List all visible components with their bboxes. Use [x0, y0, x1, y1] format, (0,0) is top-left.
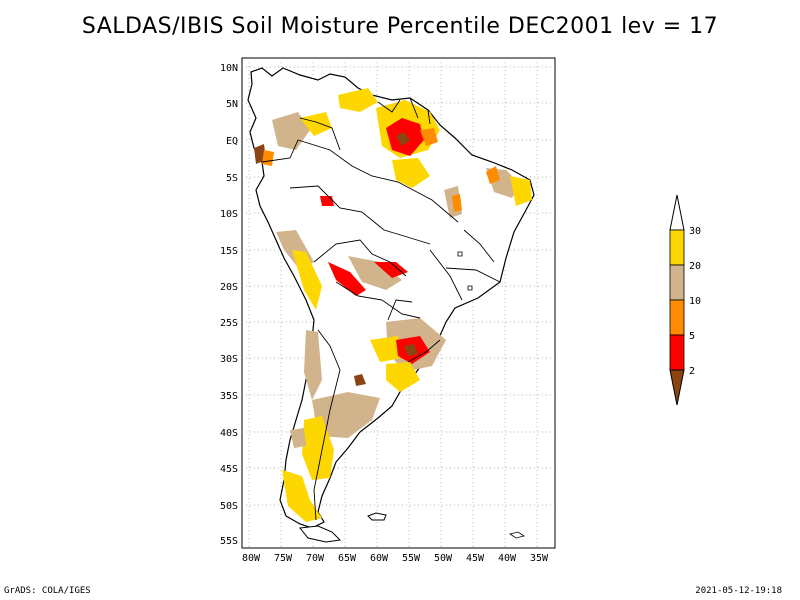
- lat-label-30s: 30S: [220, 354, 238, 365]
- lat-label-15s: 15S: [220, 246, 238, 257]
- latitude-labels: 10N 5N EQ 5S 10S 15S 20S 25S 30S 35S 40S…: [220, 63, 238, 547]
- shade-south-chile-tan: [290, 428, 306, 448]
- shade-south-brazil-brown: [404, 344, 418, 356]
- lat-label-10n: 10N: [220, 63, 238, 74]
- tierra-del-fuego: [299, 525, 342, 543]
- colorbar-segment-20-30: [669, 229, 685, 266]
- lon-label-70w: 70W: [306, 553, 325, 564]
- map-title: SALDAS/IBIS Soil Moisture Percentile DEC…: [81, 14, 719, 39]
- colorbar-label-20: 20: [689, 261, 701, 272]
- colorbar-label-5: 5: [689, 331, 695, 342]
- lon-label-55w: 55W: [402, 553, 421, 564]
- lat-label-5s: 5S: [226, 173, 238, 184]
- shade-chile-tan: [304, 330, 322, 400]
- colorbar-segment-10-20: [669, 264, 685, 301]
- shade-andes-red: [320, 196, 334, 206]
- colorbar-segment-2-5: [669, 334, 685, 371]
- lat-label-55s: 55S: [220, 536, 238, 547]
- lat-label-45s: 45S: [220, 464, 238, 475]
- lat-label-5n: 5N: [226, 99, 238, 110]
- lat-label-35s: 35S: [220, 391, 238, 402]
- colorbar-label-10: 10: [689, 296, 701, 307]
- lon-label-75w: 75W: [274, 553, 293, 564]
- shade-amazon-yellow: [392, 158, 430, 188]
- country-borders: [261, 97, 501, 521]
- colorbar-legend: 30 20 10 5 2: [669, 194, 701, 406]
- lat-label-40s: 40S: [220, 428, 238, 439]
- colorbar-top-arrow: [669, 194, 685, 231]
- colorbar-label-2: 2: [689, 366, 695, 377]
- shade-bolivia-red-2: [374, 262, 408, 278]
- shade-argentina-brown: [354, 374, 366, 386]
- longitude-labels: 80W 75W 70W 65W 60W 55W 50W 45W 40W 35W: [242, 553, 549, 564]
- timestamp: 2021-05-12-19:18: [695, 586, 782, 596]
- small-features: [457, 251, 525, 539]
- shade-south-brazil-yellow: [370, 336, 402, 362]
- shade-north-yellow: [338, 88, 378, 112]
- lat-label-10s: 10S: [220, 209, 238, 220]
- lat-label-eq: EQ: [226, 136, 238, 147]
- shade-ecuador-orange: [262, 150, 274, 166]
- colorbar-segment-5-10: [669, 299, 685, 336]
- colorbar-bottom-arrow: [669, 369, 685, 406]
- grads-credit: GrADS: COLA/IGES: [4, 586, 91, 596]
- lat-label-20s: 20S: [220, 282, 238, 293]
- lon-label-60w: 60W: [370, 553, 389, 564]
- shade-bolivia-tan: [348, 256, 402, 290]
- lat-label-50s: 50S: [220, 501, 238, 512]
- colorbar-label-30: 30: [689, 226, 701, 237]
- shade-south-chile-yellow: [282, 470, 322, 522]
- shade-peru-yellow: [292, 250, 322, 310]
- lon-label-50w: 50W: [434, 553, 453, 564]
- falkland-islands: [367, 512, 387, 521]
- shade-colombia-yellow: [300, 112, 332, 136]
- lon-label-40w: 40W: [498, 553, 517, 564]
- shade-uruguay-yellow: [386, 362, 420, 392]
- shade-brazil-east-orange: [452, 194, 462, 212]
- lon-label-65w: 65W: [338, 553, 357, 564]
- shade-guiana-orange: [420, 128, 438, 146]
- lon-label-80w: 80W: [242, 553, 261, 564]
- shade-ne-brazil-yellow: [510, 176, 532, 206]
- shade-bolivia-red: [328, 262, 366, 296]
- shade-ne-brazil-orange: [486, 166, 500, 184]
- lon-label-45w: 45W: [466, 553, 485, 564]
- lon-label-35w: 35W: [530, 553, 549, 564]
- lat-label-25s: 25S: [220, 318, 238, 329]
- shade-guiana-brown: [396, 132, 410, 146]
- percentile-shading: [254, 88, 532, 522]
- shade-patagonia-tan: [312, 392, 380, 438]
